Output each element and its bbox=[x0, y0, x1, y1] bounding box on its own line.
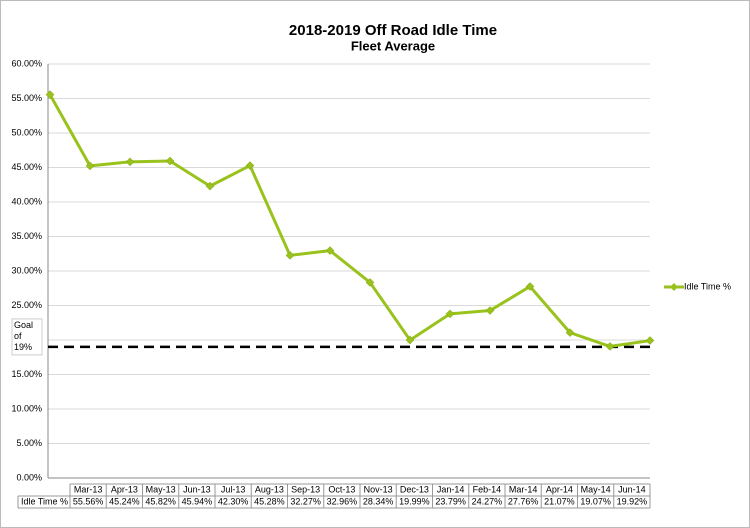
table-value: 55.56% bbox=[73, 496, 104, 506]
table-value: 19.99% bbox=[399, 496, 430, 506]
table-category: Mar-13 bbox=[74, 484, 103, 494]
goal-label: Goal of 19% bbox=[14, 319, 34, 352]
table-category: Aug-13 bbox=[255, 484, 284, 494]
y-tick-label: 15.00% bbox=[11, 369, 42, 379]
data-point bbox=[605, 342, 615, 351]
y-tick-label: 10.00% bbox=[11, 403, 42, 413]
y-tick-label: 25.00% bbox=[11, 300, 42, 310]
table-value: 24.27% bbox=[472, 496, 503, 506]
table-category: Jul-13 bbox=[221, 484, 246, 494]
data-point bbox=[205, 181, 215, 191]
data-point bbox=[445, 309, 455, 319]
data-point bbox=[245, 161, 255, 170]
data-point bbox=[45, 90, 55, 99]
data-point bbox=[525, 282, 535, 291]
data-point bbox=[485, 306, 495, 315]
table-category: Apr-14 bbox=[546, 484, 573, 494]
goal-label-wrap: Goal of 19% bbox=[14, 319, 34, 352]
y-tick-label: 50.00% bbox=[11, 127, 42, 137]
data-point bbox=[365, 278, 375, 287]
y-tick-label: 0.00% bbox=[16, 472, 42, 482]
y-tick-label: 55.00% bbox=[11, 93, 42, 103]
table-value: 45.24% bbox=[109, 496, 140, 506]
table-category: Sep-13 bbox=[291, 484, 320, 494]
table-category: Dec-13 bbox=[400, 484, 429, 494]
data-point bbox=[85, 161, 95, 171]
table-category: Jun-13 bbox=[183, 484, 211, 494]
table-value: 42.30% bbox=[218, 496, 249, 506]
table-category: Oct-13 bbox=[328, 484, 355, 494]
table-category: May-14 bbox=[581, 484, 611, 494]
table-value: 45.82% bbox=[145, 496, 176, 506]
table-value: 27.76% bbox=[508, 496, 539, 506]
table-value: 28.34% bbox=[363, 496, 394, 506]
series-line bbox=[48, 93, 651, 348]
table-category: Jun-14 bbox=[618, 484, 646, 494]
goal-label-box bbox=[11, 318, 43, 356]
legend-label: Idle Time % bbox=[684, 281, 731, 291]
table-value: 45.94% bbox=[182, 496, 213, 506]
table-category: Apr-13 bbox=[111, 484, 138, 494]
table-value: 32.27% bbox=[290, 496, 321, 506]
data-point bbox=[645, 336, 655, 345]
legend-marker bbox=[670, 283, 678, 291]
table-value: 23.79% bbox=[435, 496, 466, 506]
table-value: 32.96% bbox=[327, 496, 358, 506]
chart-title: 2018-2019 Off Road Idle Time bbox=[289, 22, 497, 39]
table-value: 19.07% bbox=[580, 496, 611, 506]
chart-subtitle: Fleet Average bbox=[351, 38, 435, 53]
y-tick-label: 60.00% bbox=[11, 58, 42, 68]
data-point bbox=[565, 328, 575, 337]
table-category: Jan-14 bbox=[437, 484, 465, 494]
table-category: May-13 bbox=[146, 484, 176, 494]
table-row-header: Idle Time % bbox=[21, 496, 68, 506]
table-value: 21.07% bbox=[544, 496, 575, 506]
y-tick-label: 45.00% bbox=[11, 162, 42, 172]
y-tick-label: 40.00% bbox=[11, 196, 42, 206]
y-tick-label: 35.00% bbox=[11, 231, 42, 241]
data-point bbox=[285, 250, 295, 260]
data-point bbox=[165, 156, 175, 166]
table-category: Nov-13 bbox=[364, 484, 393, 494]
y-tick-label: 5.00% bbox=[16, 438, 42, 448]
table-category: Mar-14 bbox=[509, 484, 538, 494]
table-value: 45.28% bbox=[254, 496, 285, 506]
data-point bbox=[405, 335, 415, 345]
data-point bbox=[325, 246, 335, 255]
y-tick-label: 30.00% bbox=[11, 265, 42, 275]
table-value: 19.92% bbox=[617, 496, 648, 506]
data-point bbox=[125, 157, 135, 167]
table-category: Feb-14 bbox=[473, 484, 502, 494]
